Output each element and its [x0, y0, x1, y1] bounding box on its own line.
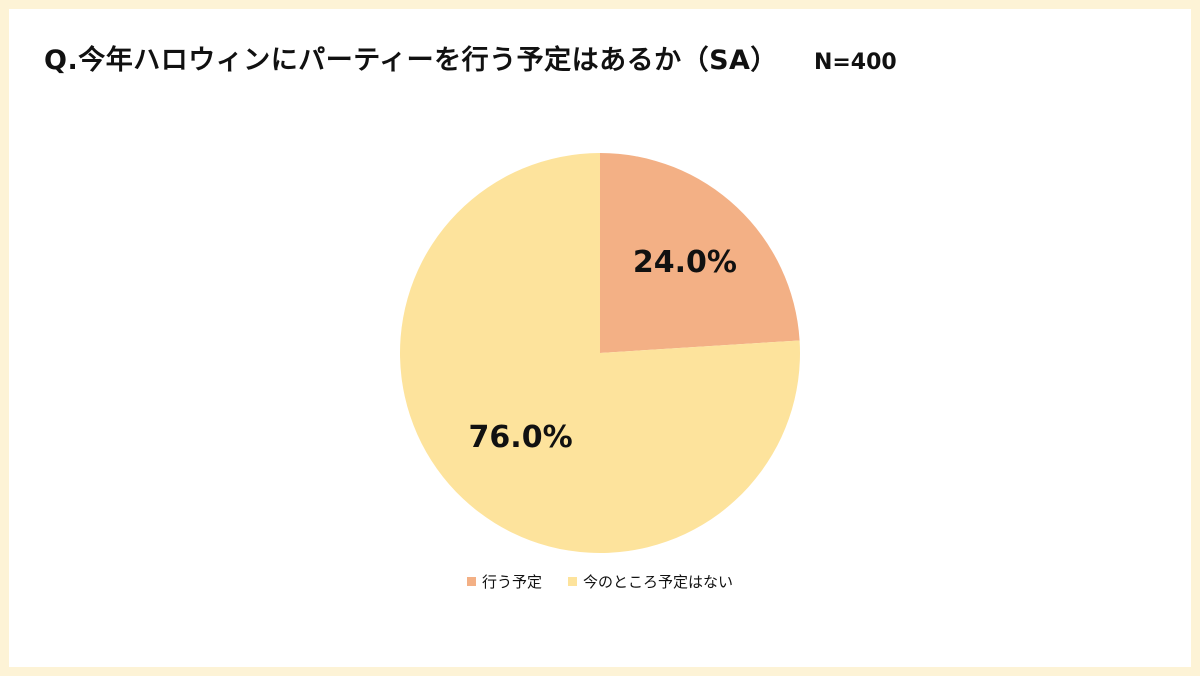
legend-label-planned: 行う予定 — [481, 573, 542, 591]
legend-item-not-planned: 今のところ予定はない — [568, 571, 733, 592]
chart-header: Q.今年ハロウィンにパーティーを行う予定はあるか（SA） N=400 — [44, 38, 897, 77]
pie-label-planned: 24.0% — [633, 245, 737, 280]
pie-slice-planned — [600, 153, 800, 353]
legend-swatch-not-planned — [568, 577, 577, 586]
legend-swatch-planned — [466, 577, 476, 586]
pie-label-not-planned: 76.0% — [469, 420, 573, 455]
sample-size: N=400 — [813, 50, 897, 75]
legend-item-planned: 行う予定 — [466, 571, 542, 592]
legend-label-not-planned: 今のところ予定はない — [583, 573, 734, 591]
chart-legend: 行う予定 今のところ予定はない — [0, 571, 1200, 592]
pie-slice-not-planned — [400, 153, 800, 553]
chart-title: Q.今年ハロウィンにパーティーを行う予定はあるか（SA） — [44, 45, 778, 76]
